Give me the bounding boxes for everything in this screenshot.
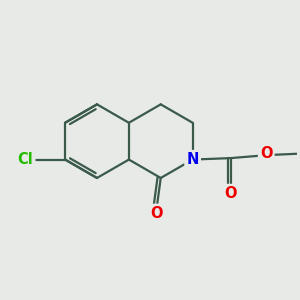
Text: Cl: Cl [17, 152, 33, 167]
Text: O: O [260, 146, 272, 161]
Text: O: O [150, 206, 163, 221]
Text: O: O [225, 186, 237, 201]
Text: N: N [186, 152, 199, 167]
